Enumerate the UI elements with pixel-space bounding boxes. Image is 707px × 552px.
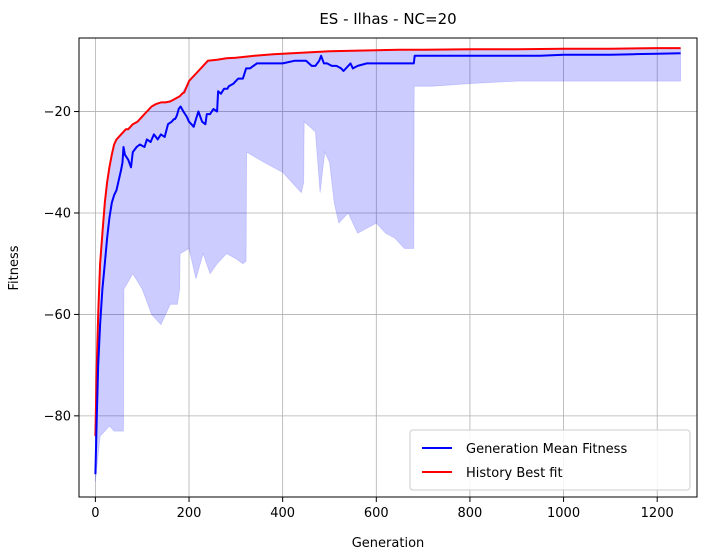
series-line-mean-fitness bbox=[94, 52, 681, 475]
x-tick-label: 400 bbox=[270, 506, 295, 521]
legend-box bbox=[409, 429, 691, 491]
series-line-best-fit bbox=[94, 47, 681, 437]
y-tick-label: −40 bbox=[44, 206, 71, 221]
x-tick-label: 800 bbox=[458, 506, 483, 521]
y-tick-label: −20 bbox=[44, 105, 71, 120]
chart-title: ES - Ilhas - NC=20 bbox=[319, 10, 456, 28]
grid-lines bbox=[79, 38, 697, 497]
legend-label-best: History Best fit bbox=[466, 466, 563, 481]
x-axis-label: Generation bbox=[352, 536, 425, 551]
x-tick-label: 600 bbox=[364, 506, 389, 521]
legend: Generation Mean Fitness History Best fit bbox=[409, 429, 691, 491]
legend-label-mean: Generation Mean Fitness bbox=[466, 442, 627, 457]
plot-area bbox=[78, 37, 698, 498]
axis-ticks: 0 200 400 600 800 1000 1200 −80 −60 −40 −20 bbox=[44, 105, 674, 521]
y-axis-label: Fitness bbox=[7, 245, 22, 290]
x-tick-label: 200 bbox=[177, 506, 202, 521]
y-tick-label: −60 bbox=[44, 308, 71, 323]
x-tick-label: 0 bbox=[91, 506, 99, 521]
series-lines bbox=[94, 47, 681, 475]
x-tick-label: 1200 bbox=[641, 506, 674, 521]
x-tick-label: 1000 bbox=[547, 506, 580, 521]
y-tick-label: −80 bbox=[44, 409, 71, 424]
